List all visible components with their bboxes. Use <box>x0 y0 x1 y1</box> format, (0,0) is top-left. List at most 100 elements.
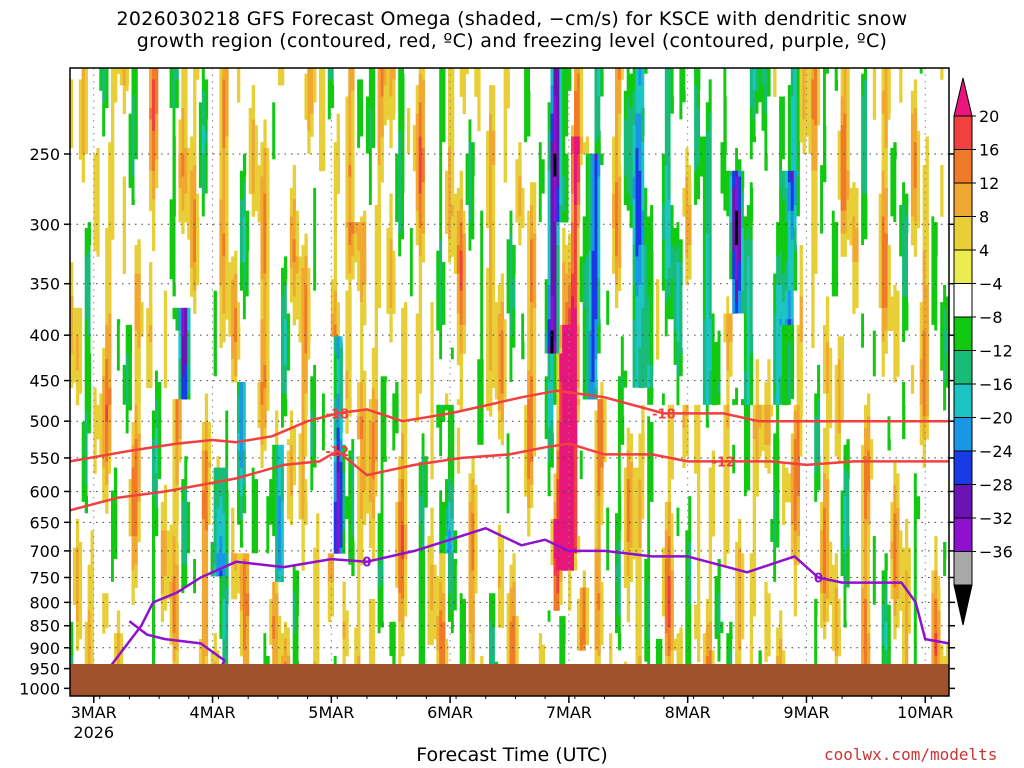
omega-cell <box>562 267 566 274</box>
omega-cell <box>404 210 414 217</box>
omega-cell <box>547 210 551 217</box>
omega-cell <box>260 182 267 189</box>
omega-cell <box>661 108 666 115</box>
omega-cell <box>222 233 226 240</box>
omega-cell <box>201 68 206 75</box>
omega-cell <box>834 85 838 92</box>
omega-cell <box>530 85 534 92</box>
omega-cell <box>547 159 551 166</box>
omega-cell <box>787 193 792 200</box>
omega-cell <box>251 85 255 92</box>
omega-cell <box>152 170 156 177</box>
omega-cell <box>266 262 270 269</box>
omega-cell <box>122 193 126 200</box>
omega-cell <box>415 176 419 183</box>
omega-cell <box>867 68 871 75</box>
omega-cell <box>448 96 455 103</box>
omega-cell <box>406 262 411 269</box>
omega-cell <box>418 130 422 137</box>
omega-cell <box>152 176 156 183</box>
omega-cell <box>78 125 83 132</box>
omega-cell <box>128 85 132 92</box>
omega-cell <box>90 108 94 115</box>
omega-cell <box>861 108 868 115</box>
omega-cell <box>559 136 563 143</box>
omega-cell <box>242 73 250 80</box>
omega-cell <box>169 250 176 257</box>
omega-cell <box>626 96 630 103</box>
omega-cell <box>272 256 276 263</box>
omega-cell <box>840 187 847 194</box>
omega-cell <box>489 250 493 257</box>
omega-cell <box>764 147 768 154</box>
omega-cell <box>799 102 803 109</box>
omega-cell <box>538 187 546 194</box>
omega-cell <box>90 79 100 86</box>
omega-cell <box>345 170 349 177</box>
omega-cell <box>694 159 701 166</box>
omega-cell <box>787 239 795 246</box>
omega-cell <box>793 193 797 200</box>
omega-cell <box>248 130 252 137</box>
omega-cell <box>538 125 548 132</box>
omega-cell <box>459 90 466 97</box>
omega-cell <box>122 68 126 75</box>
omega-cell <box>732 216 736 223</box>
omega-cell <box>723 85 727 92</box>
omega-cell <box>486 147 490 154</box>
omega-cell <box>667 267 677 274</box>
omega-cell <box>591 79 595 86</box>
omega-cell <box>333 79 337 86</box>
omega-cell <box>108 210 115 217</box>
omega-cell <box>925 250 929 257</box>
omega-cell <box>412 153 417 160</box>
omega-cell <box>612 147 616 154</box>
omega-cell <box>239 159 244 166</box>
omega-cell <box>404 193 408 200</box>
omega-cell <box>351 165 355 172</box>
omega-cell <box>155 90 159 97</box>
omega-cell <box>456 262 461 269</box>
omega-cell <box>916 147 921 154</box>
omega-cell <box>711 227 715 234</box>
omega-cell <box>152 136 156 143</box>
omega-cell <box>574 233 578 240</box>
omega-cell <box>629 68 633 75</box>
omega-cell <box>858 170 862 177</box>
omega-cell <box>738 193 742 200</box>
omega-cell <box>582 199 586 206</box>
omega-cell <box>254 159 258 166</box>
omega-cell <box>878 250 882 257</box>
omega-cell <box>735 227 739 234</box>
omega-shading <box>70 68 949 685</box>
omega-cell <box>155 108 159 115</box>
omega-cell <box>149 262 153 269</box>
omega-cell <box>664 193 669 200</box>
omega-cell <box>351 262 355 269</box>
omega-cell <box>664 125 672 132</box>
omega-cell <box>108 159 115 166</box>
omega-cell <box>421 159 425 166</box>
omega-cell <box>263 165 267 172</box>
omega-cell <box>204 170 209 177</box>
omega-cell <box>823 113 827 120</box>
omega-cell <box>418 245 422 252</box>
omega-cell <box>679 233 683 240</box>
omega-cell <box>286 90 291 97</box>
omega-cell <box>571 216 575 223</box>
omega-cell <box>867 85 871 92</box>
omega-cell <box>612 205 616 212</box>
omega-cell <box>169 176 173 183</box>
omega-cell <box>700 187 704 194</box>
omega-cell <box>415 159 419 166</box>
omega-cell <box>738 267 742 274</box>
omega-cell <box>776 170 780 177</box>
omega-cell <box>157 239 162 246</box>
omega-cell <box>442 210 446 217</box>
omega-cell <box>931 159 938 166</box>
omega-cell <box>732 210 736 217</box>
omega-cell <box>84 210 91 217</box>
omega-cell <box>635 227 642 234</box>
omega-cell <box>574 113 581 120</box>
omega-cell <box>784 136 789 143</box>
